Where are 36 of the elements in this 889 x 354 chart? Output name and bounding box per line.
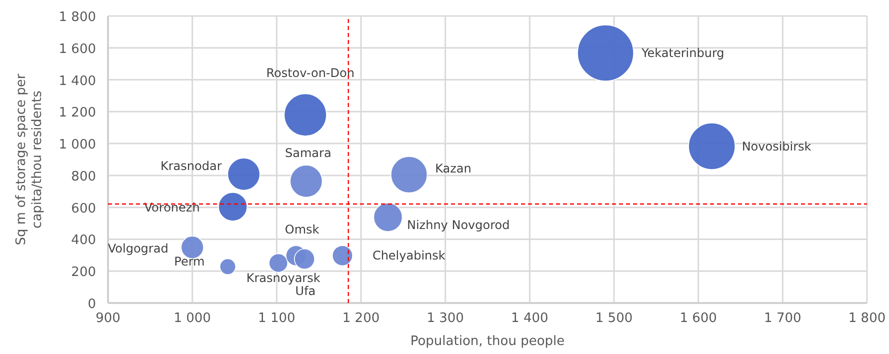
data-label: Perm xyxy=(174,254,205,269)
data-label: Samara xyxy=(285,146,332,160)
data-label: Voronezh xyxy=(144,200,200,215)
y-tick-label: 600 xyxy=(71,201,96,216)
data-label: Rostov-on-Don xyxy=(266,66,354,80)
x-tick-label: 1 000 xyxy=(174,311,211,326)
y-tick-label: 1 000 xyxy=(58,138,96,153)
y-tick-label: 1 800 xyxy=(58,10,96,25)
data-label: Yekaterinburg xyxy=(640,46,724,60)
x-tick-label: 1 500 xyxy=(595,311,633,326)
x-tick-label: 1 400 xyxy=(511,311,548,326)
y-tick-label: 1 200 xyxy=(58,106,96,121)
data-label: Krasnoyarsk xyxy=(246,270,320,285)
x-tick-label: 1 600 xyxy=(680,311,717,326)
y-axis-title: Sq m of storage space per capita/thou residents xyxy=(14,73,45,246)
x-tick-label: 900 xyxy=(96,311,120,326)
data-label: Volgograd xyxy=(108,241,168,256)
x-tick-label: 1 100 xyxy=(258,311,296,326)
x-axis-title: Population, thou people xyxy=(410,334,565,349)
x-tick-label: 1 200 xyxy=(342,311,380,326)
x-tick-label: 1 800 xyxy=(848,311,886,326)
y-tick-label: 1 400 xyxy=(58,74,96,89)
data-label: Nizhny Novgorod xyxy=(406,218,510,232)
data-label: Krasnodar xyxy=(160,159,222,174)
y-tick-label: 0 xyxy=(88,297,96,312)
y-tick-label: 400 xyxy=(71,233,96,248)
data-label: Novosibirsk xyxy=(742,139,812,154)
y-tick-label: 800 xyxy=(71,169,96,184)
data-label: Kazan xyxy=(435,162,472,176)
data-label: Omsk xyxy=(284,222,320,237)
y-tick-label: 200 xyxy=(71,265,96,280)
x-tick-label: 1 700 xyxy=(764,311,802,326)
x-tick-label: 1 300 xyxy=(426,311,464,326)
data-label: Ufa xyxy=(295,284,316,298)
y-tick-label: 1 600 xyxy=(58,42,96,57)
data-label: Chelyabinsk xyxy=(372,248,446,263)
